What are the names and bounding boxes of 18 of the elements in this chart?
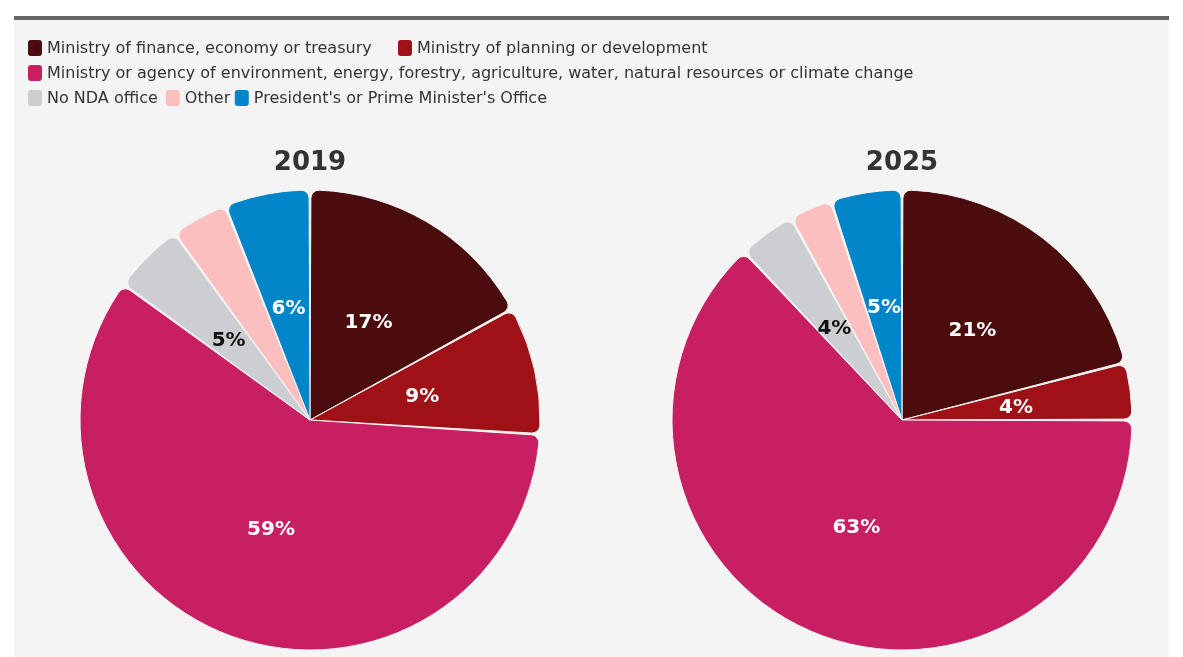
- chart-title: 2025: [865, 146, 939, 176]
- legend-label: President's or Prime Minister's Office: [253, 88, 547, 107]
- data-label: 21%: [948, 317, 997, 342]
- data-label: 5%: [867, 294, 901, 319]
- legend-label: Ministry of planning or development: [417, 38, 708, 57]
- text: 2019: [273, 146, 347, 176]
- data-label: 63%: [832, 513, 881, 538]
- data-label: 5%: [211, 326, 246, 351]
- data-label: 4%: [999, 393, 1034, 418]
- data-label: 17%: [344, 309, 393, 334]
- legend-label: Ministry or agency of environment, energy, forestry, agriculture, water, natural resources or climate change: [47, 63, 914, 82]
- data-label: 9%: [405, 382, 440, 407]
- data-label: 6%: [271, 295, 306, 320]
- legend-label: No NDA office: [47, 88, 158, 107]
- data-label: 4%: [817, 314, 852, 339]
- legend-label: Ministry of finance, economy or treasury: [47, 38, 372, 57]
- data-label: 59%: [247, 516, 295, 541]
- legend-label: Other: [184, 88, 231, 107]
